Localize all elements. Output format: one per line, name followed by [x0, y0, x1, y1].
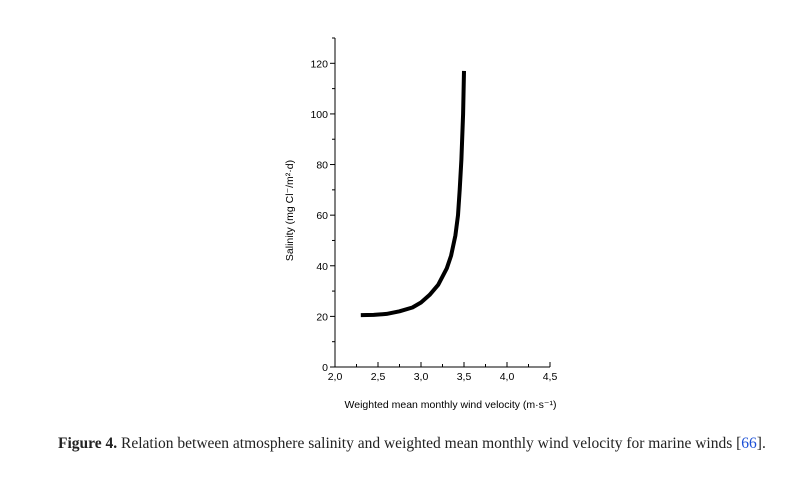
x-tick-label: 3,5 — [457, 371, 472, 383]
x-tick-label: 2,5 — [371, 371, 386, 383]
y-tick-label: 40 — [316, 261, 328, 273]
series-layer — [360, 70, 466, 318]
caption-text: Relation between atmosphere salinity and… — [117, 435, 742, 452]
figure-caption: Figure 4. Relation between atmosphere sa… — [58, 432, 778, 456]
x-tick-label: 4,0 — [500, 371, 515, 383]
reference-link[interactable]: 66 — [741, 435, 757, 452]
caption-end: ]. — [756, 435, 766, 452]
y-tick-label: 120 — [310, 58, 328, 70]
y-tick-label: 80 — [316, 160, 328, 172]
axes — [334, 38, 550, 368]
x-tick-label: 2,0 — [328, 371, 343, 383]
x-tick-label: 4,5 — [543, 371, 558, 383]
x-axis-title: Weighted mean monthly wind velocity (m·s… — [345, 399, 557, 411]
y-axis-title: Salinity (mg Cl⁻/m²·d) — [284, 160, 296, 261]
y-tick-label: 0 — [322, 362, 328, 374]
y-axis-ticks: 0 20 40 60 80 100 120 — [310, 37, 335, 374]
y-tick-label: 60 — [316, 210, 328, 222]
chart: 2,0 2,5 3,0 3,5 4,0 4,5 0 20 40 60 80 100 120 Weigh… — [284, 37, 558, 411]
figure-label: Figure 4. — [58, 435, 118, 452]
y-tick-label: 20 — [316, 311, 328, 323]
y-tick-label: 100 — [310, 109, 328, 121]
series-line — [360, 70, 466, 318]
x-axis-ticks: 2,0 2,5 3,0 3,5 4,0 4,5 — [328, 362, 558, 383]
x-tick-label: 3,0 — [414, 371, 429, 383]
